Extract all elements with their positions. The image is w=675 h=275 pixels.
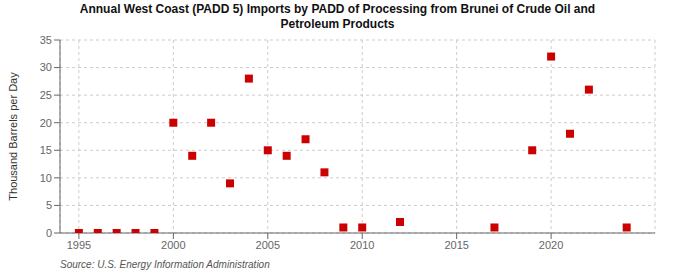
svg-text:30: 30 [40, 61, 52, 73]
svg-text:2010: 2010 [350, 239, 374, 251]
svg-text:35: 35 [40, 34, 52, 46]
svg-text:10: 10 [40, 172, 52, 184]
svg-text:2020: 2020 [539, 239, 563, 251]
html-text:Annual West Coast (PADD 5) Imp: Annual West Coast (PADD 5) Imports by PA… [79, 2, 596, 16]
svg-text:1995: 1995 [67, 239, 91, 251]
svg-text:2000: 2000 [161, 239, 185, 251]
svg-text:0: 0 [46, 227, 52, 239]
html-text:Source: U.S. Energy Informatio: Source: U.S. Energy Information Administ… [60, 259, 270, 270]
svg-text:Thousand Barrels per Day: Thousand Barrels per Day [7, 72, 19, 201]
svg-text:25: 25 [40, 89, 52, 101]
svg-text:15: 15 [40, 144, 52, 156]
html-text:Petroleum Products: Petroleum Products [280, 17, 395, 31]
svg-text:2015: 2015 [444, 239, 468, 251]
svg-text:2005: 2005 [256, 239, 280, 251]
svg-text:20: 20 [40, 117, 52, 129]
svg-text:5: 5 [46, 199, 52, 211]
